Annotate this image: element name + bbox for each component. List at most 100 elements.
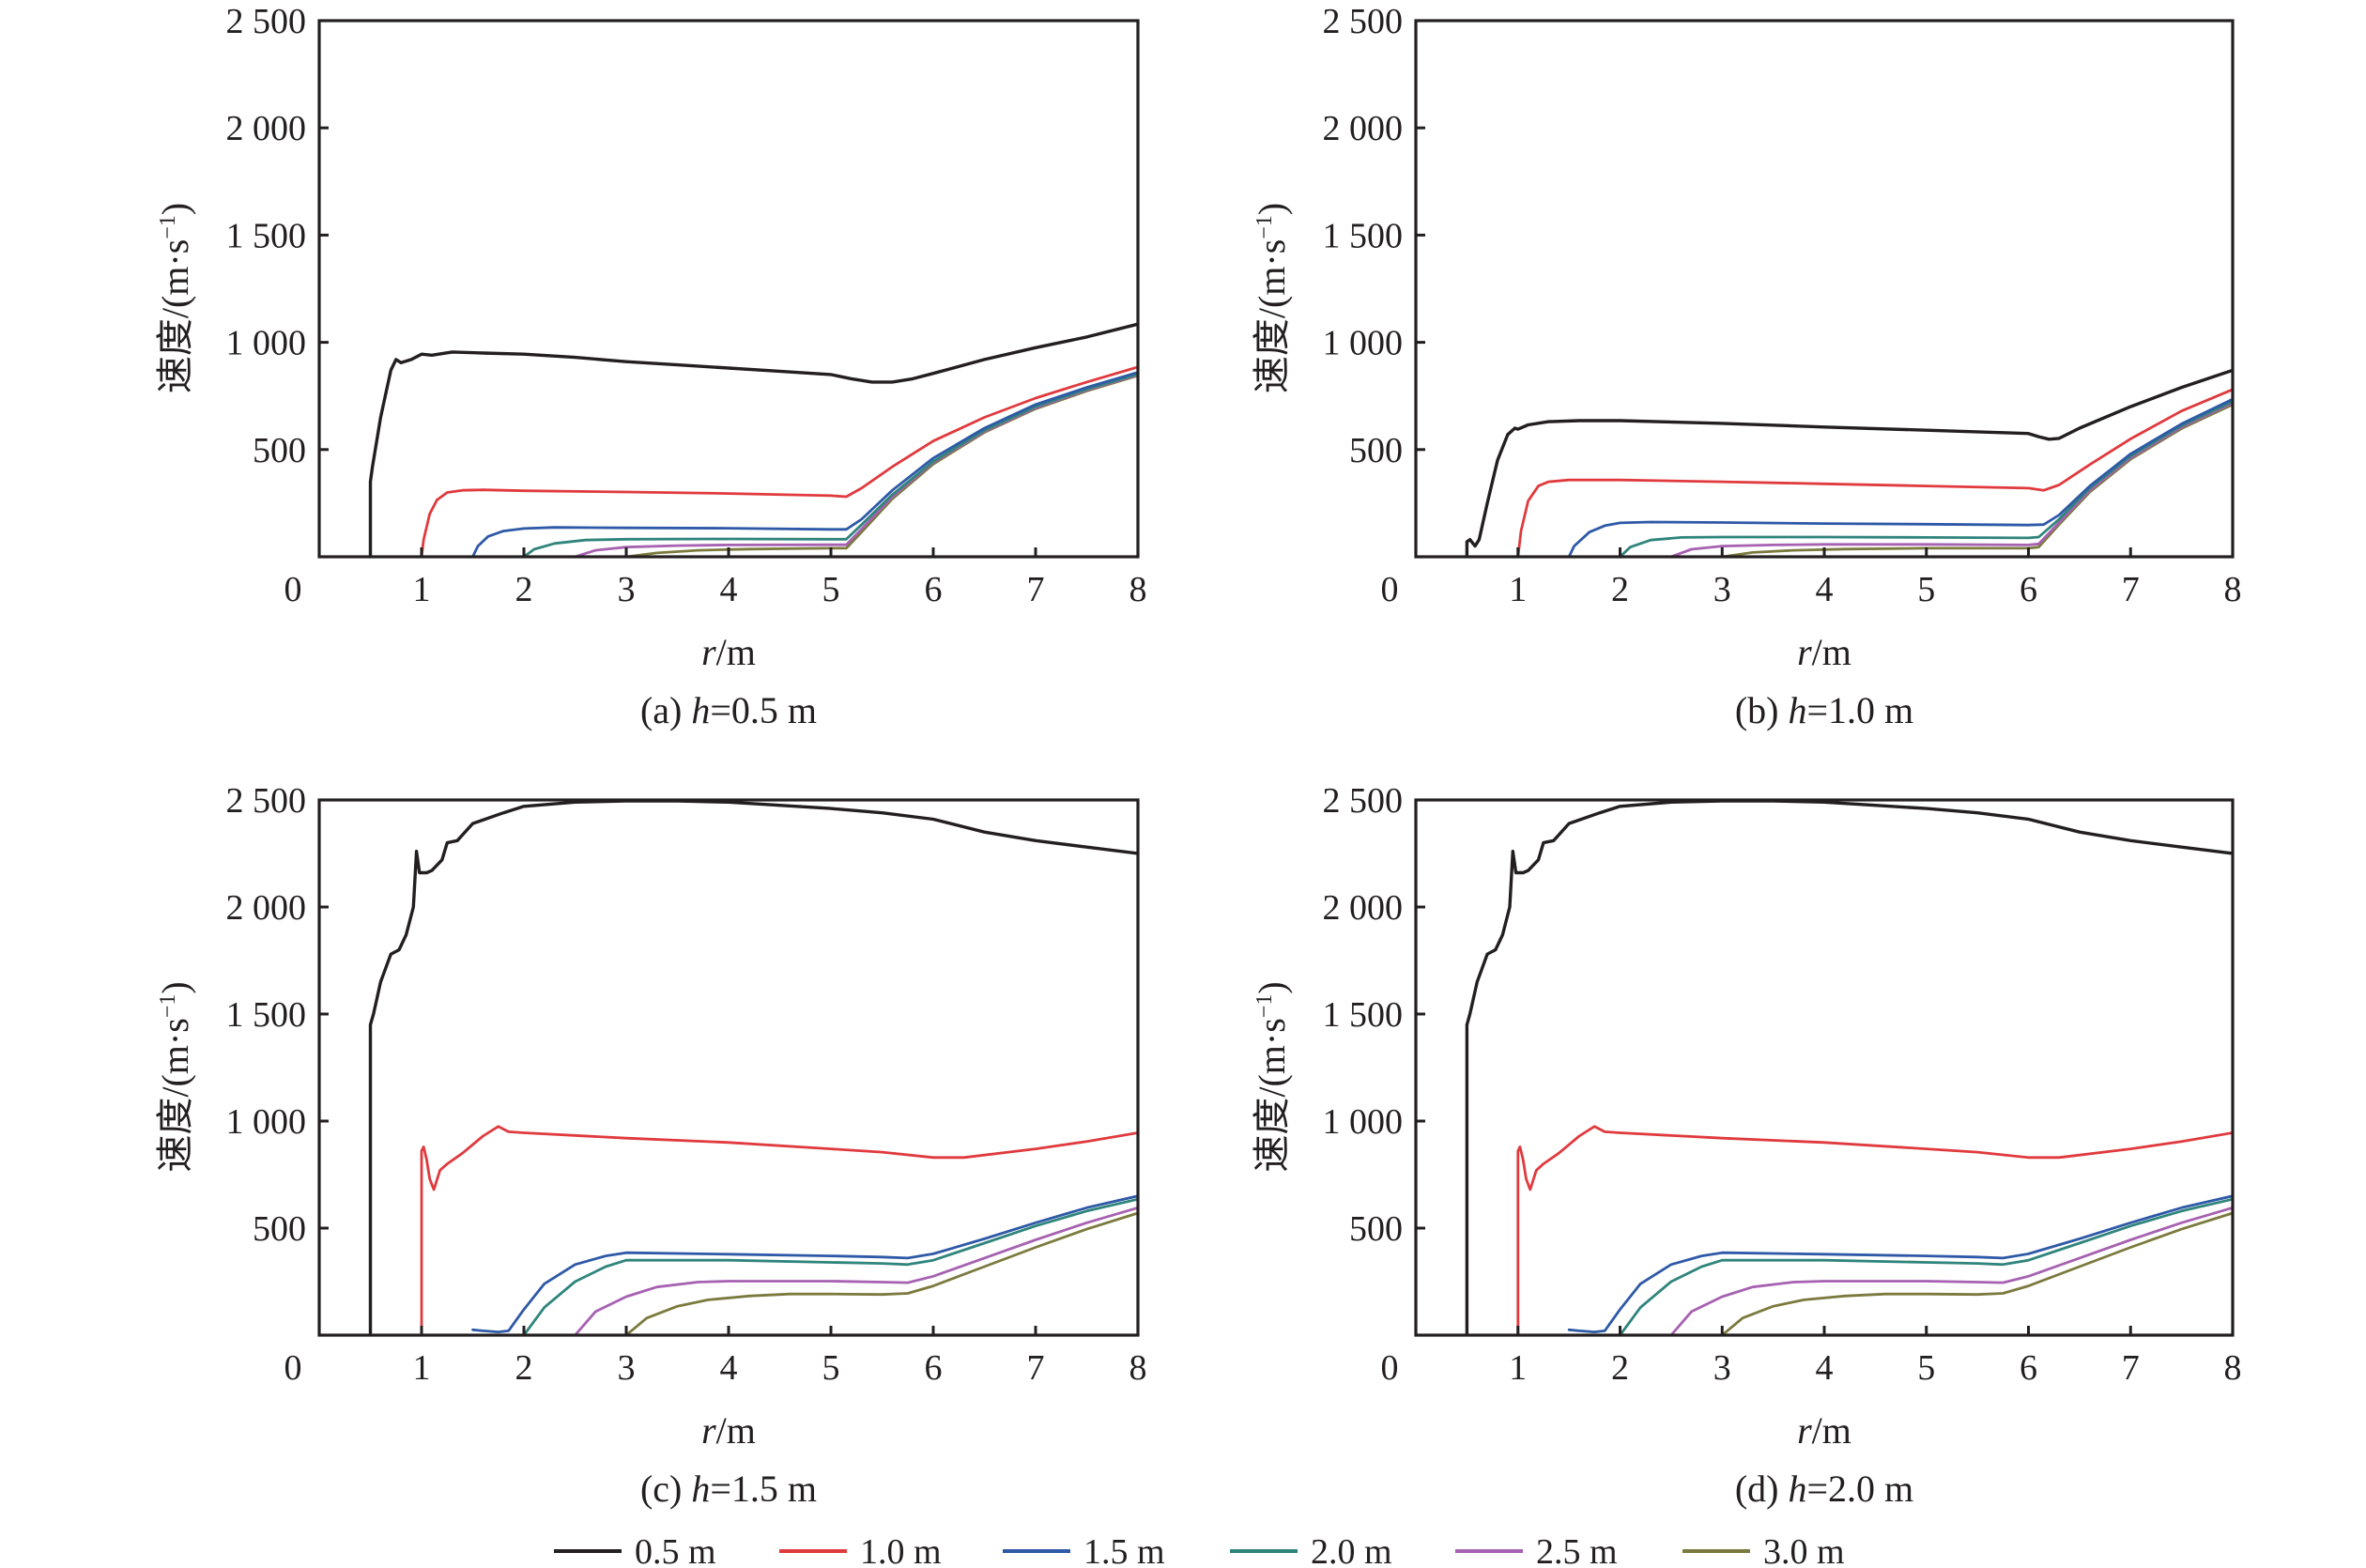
series-line-3_0m <box>1720 1211 2233 1335</box>
x-tick-label: 4 <box>1816 570 1834 609</box>
series-line-0_5m <box>368 799 1138 1335</box>
x-tick-label: 1 <box>1509 1348 1527 1388</box>
x-axis-unit: /m <box>1812 1409 1851 1452</box>
y-axis-label: 速度/(m·s−1) <box>1251 981 1293 1172</box>
series-line-1_5m <box>471 371 1138 557</box>
caption-prefix: (b) <box>1735 689 1789 731</box>
x-tick-label: 0 <box>284 570 302 609</box>
y-tick-label: 1 000 <box>1323 1102 1404 1142</box>
x-tick-label: 8 <box>1129 1348 1147 1388</box>
y-axis-label: 速度/(m·s−1) <box>1251 203 1293 393</box>
x-tick-label: 7 <box>1027 570 1045 609</box>
caption-suffix: =0.5 m <box>710 689 817 731</box>
series-line-1_0m <box>420 365 1138 557</box>
series-line-1_5m <box>471 1194 1138 1333</box>
series-line-1_0m <box>1516 388 2233 557</box>
x-tick-label: 2 <box>1611 570 1629 609</box>
x-tick-label: 1 <box>413 1348 431 1388</box>
legend-label: 2.0 m <box>1311 1532 1392 1568</box>
y-axis-label-sup: −1 <box>1252 994 1277 1019</box>
y-axis-label-close: ) <box>1251 981 1293 993</box>
caption-var: h <box>1788 689 1806 731</box>
caption-prefix: (c) <box>640 1468 691 1510</box>
series-line-1_5m <box>1567 1194 2233 1333</box>
caption-suffix: =1.0 m <box>1806 689 1913 731</box>
series-line-0_5m <box>368 322 1138 557</box>
caption-var: h <box>691 689 710 731</box>
legend-item: 1.5 m <box>1003 1532 1165 1568</box>
series-line-2_5m <box>1669 1206 2233 1335</box>
x-tick-label: 0 <box>1381 1348 1399 1388</box>
y-tick-label: 2 500 <box>1323 781 1404 821</box>
y-tick-label: 1 500 <box>226 216 307 255</box>
x-axis-unit: /m <box>1812 631 1851 673</box>
y-tick-label: 2 000 <box>226 888 307 928</box>
x-tick-label: 0 <box>1381 570 1399 609</box>
y-tick-label: 1 000 <box>226 324 307 363</box>
y-axis-label-close: ) <box>1251 203 1293 215</box>
y-axis-label-close: ) <box>154 981 196 993</box>
x-tick-label: 5 <box>822 570 840 609</box>
series-line-2_0m <box>522 1197 1138 1335</box>
x-tick-label: 0 <box>284 1348 302 1388</box>
caption-prefix: (d) <box>1735 1468 1789 1510</box>
series-line-2_0m <box>1619 399 2233 557</box>
y-tick-label: 500 <box>253 431 306 470</box>
series-line-3_0m <box>624 1211 1138 1335</box>
series-line-1_5m <box>1567 397 2233 557</box>
x-tick-label: 7 <box>2122 570 2140 609</box>
y-axis-label-main: 速度/(m·s <box>1251 1018 1293 1172</box>
x-tick-label: 7 <box>1027 1348 1045 1388</box>
x-axis-label: r/m <box>1797 1409 1851 1452</box>
y-tick-label: 1 500 <box>1323 995 1404 1035</box>
y-axis-label-sup: −1 <box>156 994 180 1019</box>
legend-item: 1.0 m <box>779 1532 942 1568</box>
legend-label: 3.0 m <box>1763 1532 1845 1568</box>
panel-caption: (a) h=0.5 m <box>640 689 817 731</box>
series-line-3_0m <box>624 374 1138 557</box>
panel-caption: (c) h=1.5 m <box>640 1468 817 1510</box>
caption-var: h <box>1788 1468 1806 1510</box>
x-axis-label: r/m <box>701 1409 756 1452</box>
x-axis-var: r <box>701 631 716 673</box>
x-axis-unit: /m <box>716 631 756 673</box>
x-axis-label: r/m <box>701 631 756 673</box>
y-tick-label: 2 000 <box>1323 888 1404 928</box>
legend: 0.5 m 1.0 m 1.5 m 2.0 m 2.5 m 3.0 m <box>554 1532 1845 1568</box>
x-tick-label: 5 <box>1917 570 1935 609</box>
legend-item: 2.5 m <box>1455 1532 1618 1568</box>
series-group <box>368 322 1138 557</box>
caption-prefix: (a) <box>640 689 691 731</box>
y-axis-label-main: 速度/(m·s <box>154 1018 196 1172</box>
x-tick-label: 3 <box>618 1348 636 1388</box>
series-group <box>1465 368 2233 557</box>
x-tick-label: 1 <box>413 570 431 609</box>
series-line-2_5m <box>1669 401 2233 557</box>
y-tick-label: 500 <box>253 1209 306 1249</box>
series-line-1_0m <box>420 1125 1138 1335</box>
y-tick-label: 1 500 <box>226 995 307 1035</box>
y-tick-label: 1 000 <box>226 1102 307 1142</box>
x-tick-label: 8 <box>2224 1348 2242 1388</box>
axes-frame <box>317 19 1140 559</box>
x-tick-label: 2 <box>515 1348 533 1388</box>
y-axis-label-main: 速度/(m·s <box>1251 239 1293 393</box>
y-axis-label: 速度/(m·s−1) <box>154 203 196 393</box>
legend-label: 1.0 m <box>860 1532 942 1568</box>
series-group <box>1465 799 2233 1335</box>
y-tick-label: 500 <box>1349 431 1403 470</box>
x-tick-label: 6 <box>2020 570 2037 609</box>
caption-var: h <box>691 1468 710 1510</box>
y-axis-label-close: ) <box>154 203 196 215</box>
legend-item: 2.0 m <box>1230 1532 1392 1568</box>
x-axis-var: r <box>1797 631 1812 673</box>
y-tick-label: 2 500 <box>226 781 307 821</box>
x-tick-label: 3 <box>1713 570 1731 609</box>
series-line-2_0m <box>522 372 1138 557</box>
x-tick-label: 4 <box>720 1348 738 1388</box>
x-tick-label: 6 <box>925 570 943 609</box>
